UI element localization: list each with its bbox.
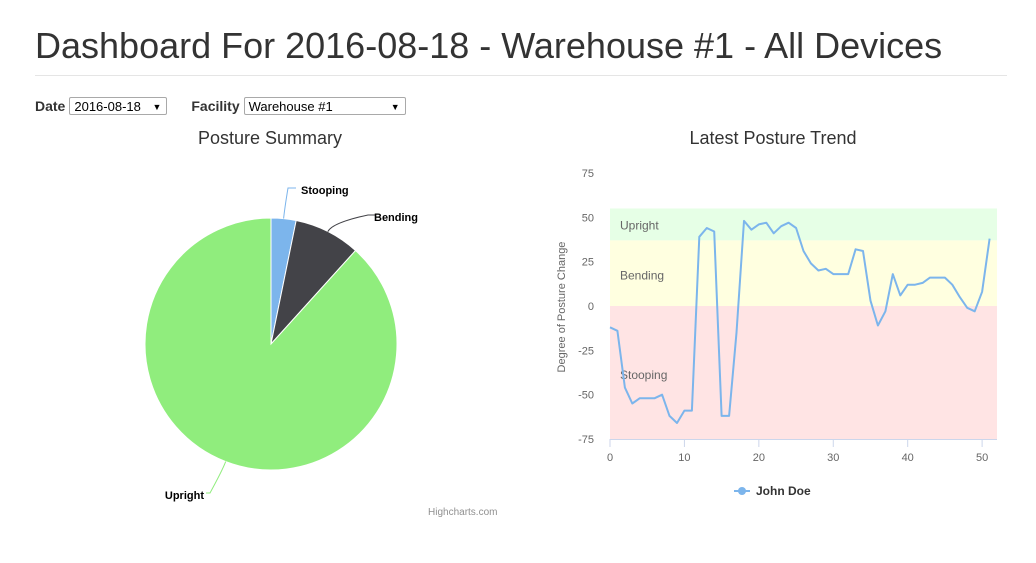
x-tick-label: 50 xyxy=(976,452,988,464)
pie-label-stooping: Stooping xyxy=(301,185,349,197)
highcharts-credit[interactable]: Highcharts.com xyxy=(428,507,498,518)
x-tick-label: 0 xyxy=(607,452,613,464)
y-tick-label: -25 xyxy=(578,345,594,357)
chevron-down-icon: ▼ xyxy=(152,102,162,112)
facility-label: Facility xyxy=(191,98,240,114)
band-label-bending: Bending xyxy=(620,268,664,282)
y-tick-label: 25 xyxy=(582,257,594,269)
pie-chart-title: Posture Summary xyxy=(197,128,343,148)
legend-marker-icon xyxy=(738,487,746,495)
pie-connector-stooping xyxy=(283,187,296,219)
series-line-john-doe[interactable] xyxy=(609,219,991,424)
x-tick-label: 40 xyxy=(902,452,914,464)
band-upright xyxy=(610,208,997,241)
pie-connector-bending xyxy=(327,214,376,232)
pie-label-upright: Upright xyxy=(165,490,204,502)
facility-select-value: Warehouse #1 xyxy=(248,99,333,114)
pie-label-bending: Bending xyxy=(374,212,418,224)
date-label: Date xyxy=(35,98,66,114)
y-tick-label: -50 xyxy=(578,390,594,402)
band-label-stooping: Stooping xyxy=(620,368,667,382)
y-tick-label: 50 xyxy=(582,212,594,224)
line-chart-title: Latest Posture Trend xyxy=(689,128,857,148)
pie-connector-upright xyxy=(206,461,227,494)
band-label-upright: Upright xyxy=(620,218,659,232)
y-tick-label: 0 xyxy=(588,301,594,313)
y-tick-label: 75 xyxy=(582,168,594,180)
y-axis-title: Degree of Posture Change xyxy=(556,242,568,373)
legend-item-john-doe[interactable]: John Doe xyxy=(756,484,811,498)
x-tick-label: 10 xyxy=(678,452,690,464)
filter-bar: Date 2016-08-18 ▼ Facility Warehouse #1 … xyxy=(35,96,406,116)
title-divider xyxy=(35,75,1007,76)
date-select[interactable]: 2016-08-18 ▼ xyxy=(69,97,168,115)
x-tick-label: 30 xyxy=(827,452,839,464)
y-tick-label: -75 xyxy=(578,434,594,446)
date-select-value: 2016-08-18 xyxy=(74,99,141,114)
page-title: Dashboard For 2016-08-18 - Warehouse #1 … xyxy=(35,25,943,66)
band-stooping xyxy=(610,306,997,439)
chevron-down-icon: ▼ xyxy=(390,102,400,112)
x-tick-label: 20 xyxy=(753,452,765,464)
pie-slice-upright[interactable] xyxy=(144,217,398,471)
facility-select[interactable]: Warehouse #1 ▼ xyxy=(243,97,406,115)
posture-summary-pie-chart: Stooping Bending Upright xyxy=(144,185,418,502)
